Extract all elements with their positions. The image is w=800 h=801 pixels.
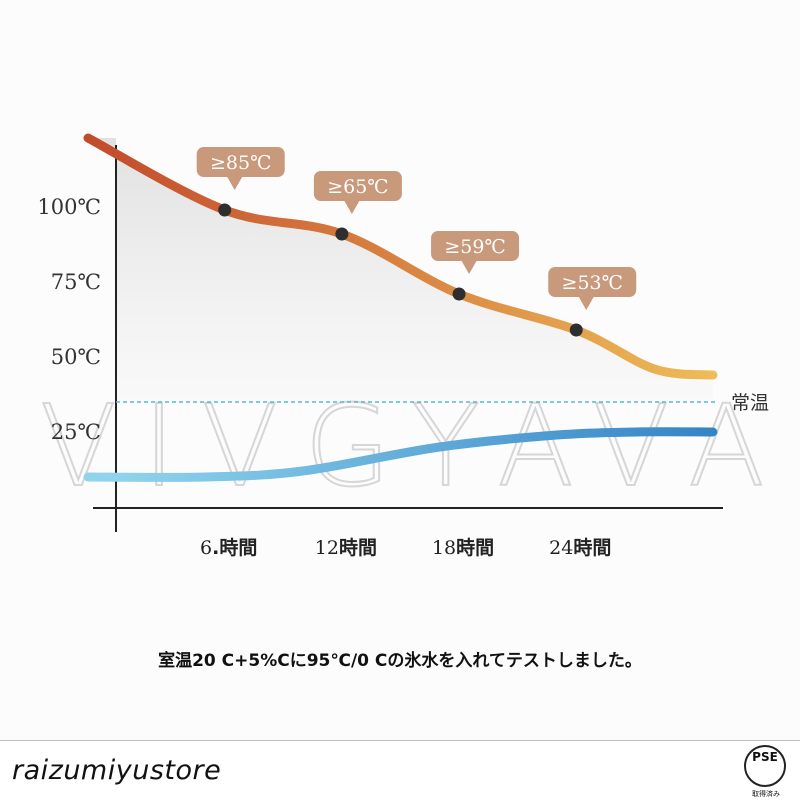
callout-bubble: [196, 147, 285, 177]
pse-mark-icon: PSE 取得済み: [735, 736, 795, 798]
temperature-chart: VIVGYAVA 100℃75℃50℃25℃ 6.時間 12時間 18時間 24時間 …: [37, 133, 791, 559]
x-tick-labels: 6.時間 12時間 18時間 24時間: [200, 537, 611, 559]
pse-mark-letters: PSE: [752, 750, 778, 764]
temperature-callout: ≥53℃: [548, 267, 637, 337]
y-tick-labels: 100℃ 75℃ 50℃ 25℃: [37, 195, 101, 444]
room-temp-label: 常温: [731, 392, 769, 414]
y-tick-label: 25℃: [51, 420, 101, 444]
hot-area-fill: [88, 138, 713, 402]
store-name: raizumiyustore: [12, 755, 222, 786]
callout-label: ≥53℃: [562, 272, 623, 294]
callout-bubble: [313, 171, 402, 201]
y-tick-label: 50℃: [51, 345, 101, 369]
data-point-marker: [452, 287, 466, 301]
x-tick-label: 24時間: [549, 537, 611, 559]
callout-pointer: [226, 176, 243, 190]
y-tick-label: 75℃: [51, 270, 101, 294]
callout-bubble: [548, 267, 637, 297]
temperature-callout: ≥85℃: [196, 147, 285, 217]
y-tick-label: 100℃: [37, 195, 101, 219]
x-tick-label: 6.時間: [200, 537, 257, 559]
test-caption: 室温20 C+5%Cに95℃/0 Cの氷水を入れてテストしました。: [158, 651, 642, 671]
pse-mark-caption: 取得済み: [752, 790, 780, 798]
x-tick-label: 18時間: [432, 537, 494, 559]
callout-pointer: [578, 296, 595, 310]
callout-label: ≥65℃: [327, 176, 388, 198]
callout-pointer: [343, 200, 360, 214]
callout-label: ≥85℃: [210, 152, 271, 174]
watermark: VIVGYAVA: [40, 382, 791, 512]
data-point-marker: [218, 203, 232, 217]
temperature-callout: ≥59℃: [431, 231, 520, 301]
hot-series-line: [83, 133, 718, 380]
cold-series-line: [83, 427, 718, 482]
callout-pointer: [461, 260, 478, 274]
data-point-marker: [335, 227, 349, 241]
x-tick-label: 12時間: [315, 537, 377, 559]
data-point-marker: [569, 323, 583, 337]
temperature-callout: ≥65℃: [313, 171, 402, 241]
callout-bubble: [431, 231, 520, 261]
footer-bar: raizumiyustore PSE 取得済み: [0, 736, 800, 801]
callout-label: ≥59℃: [444, 236, 505, 258]
